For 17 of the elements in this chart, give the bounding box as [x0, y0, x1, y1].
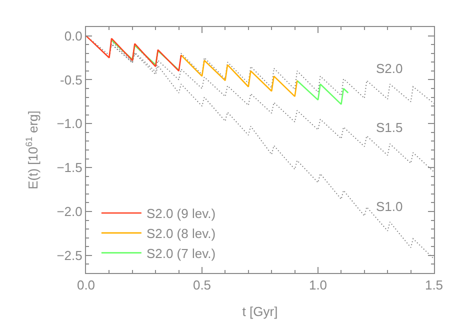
y-tick-label: -0.5	[60, 72, 82, 88]
y-tick-label: −1.0	[56, 116, 82, 132]
y-tick-label: 0.0	[64, 28, 82, 44]
x-tick-label: 1.0	[308, 278, 328, 293]
series-label: S1.0	[376, 199, 403, 214]
legend-label: S2.0 (7 lev.)	[146, 246, 216, 261]
x-tick-label: 1.5	[424, 278, 444, 293]
x-tick-label: 0.0	[76, 278, 96, 293]
x-axis-title: t [Gyr]	[242, 304, 278, 320]
y-tick-label: −2.5	[56, 248, 82, 263]
series-label: S1.5	[376, 120, 403, 135]
y-tick-label: −1.5	[56, 160, 82, 176]
legend-label: S2.0 (9 lev.)	[146, 206, 216, 222]
y-tick-label: −2.0	[56, 204, 82, 220]
x-tick-label: 0.5	[192, 278, 212, 293]
series-label: S2.0	[376, 61, 403, 76]
legend-label: S2.0 (8 lev.)	[146, 226, 216, 241]
